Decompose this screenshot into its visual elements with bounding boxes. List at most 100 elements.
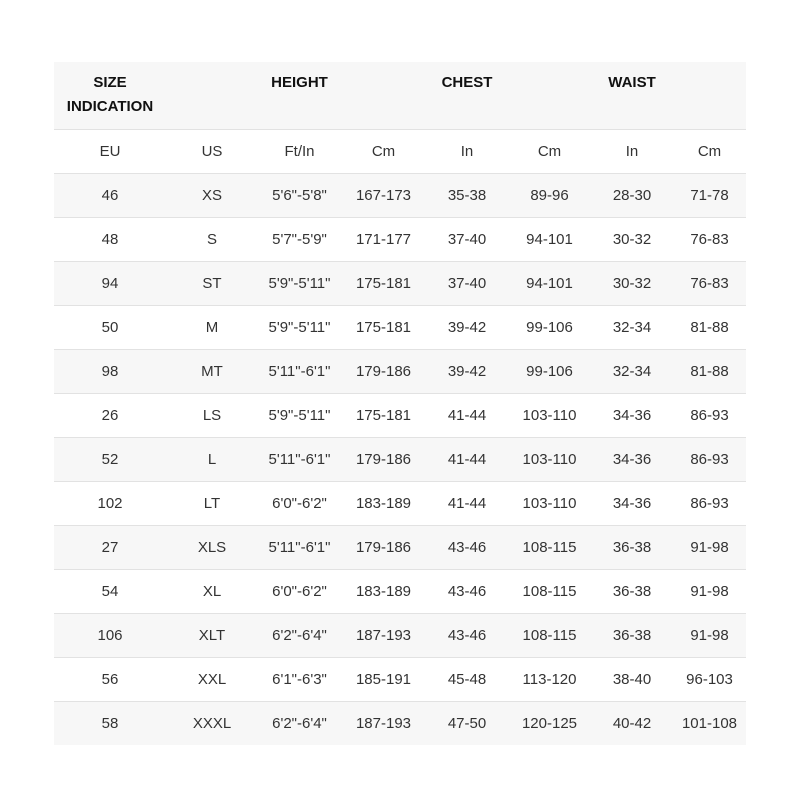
cell-us: XS [201,187,222,204]
cell-us: MT [201,363,223,380]
cell-chest-cm: 113-120 [522,671,577,688]
table-row: 106 XLT 6'2"-6'4" 187-193 43-46 108-115 36-38 9… [54,614,746,658]
cell-chest-in: 41-44 [447,495,487,512]
cell-height-cm: 187-193 [355,627,412,644]
cell-chest-cm: 89-96 [530,187,569,204]
cell-chest-in: 37-40 [447,275,487,292]
cell-chest-in: 39-42 [447,363,487,380]
cell-chest-cm: 99-106 [526,319,573,336]
cell-chest-cm: 94-101 [526,231,573,248]
table-row: 56 XXL 6'1"-6'3" 185-191 45-48 113-120 38-40 96… [54,658,746,702]
cell-height-cm: 171-177 [355,231,412,248]
cell-us: ST [202,275,222,292]
cell-height-ftin: 5'11"-6'1" [268,363,331,380]
cell-chest-cm: 108-115 [522,539,577,556]
cell-chest-in: 47-50 [447,715,487,732]
cell-waist-cm: 76-83 [690,231,729,248]
cell-eu: 27 [101,539,119,556]
cell-waist-cm: 101-108 [681,715,738,732]
cell-chest-in: 43-46 [447,627,487,644]
header-height: HEIGHT [271,74,328,91]
size-chart-table: SIZE INDICATION HEIGHT CHEST WAIST EU US F… [54,62,746,745]
cell-us: XLT [198,627,226,644]
cell-height-ftin: 6'0"-6'2" [272,495,327,512]
cell-chest-in: 37-40 [447,231,487,248]
cell-waist-in: 36-38 [612,539,652,556]
cell-eu: 52 [101,451,119,468]
cell-eu: 56 [101,671,119,688]
table-row: 94 ST 5'9"-5'11" 175-181 37-40 94-101 30-32 76-… [54,262,746,306]
cell-waist-cm: 81-88 [690,363,729,380]
cell-height-cm: 185-191 [355,671,412,688]
cell-us: LT [203,495,221,512]
cell-waist-in: 28-30 [612,187,652,204]
cell-height-ftin: 5'9"-5'11" [268,275,331,292]
cell-height-cm: 179-186 [355,363,412,380]
cell-waist-cm: 91-98 [690,627,729,644]
cell-waist-cm: 96-103 [686,671,733,688]
cell-chest-cm: 94-101 [526,275,573,292]
table-row: 102 LT 6'0"-6'2" 183-189 41-44 103-110 34-36 86… [54,482,746,526]
table-row: 48 S 5'7"-5'9" 171-177 37-40 94-101 30-32 76-83 [54,218,746,262]
cell-height-cm: 187-193 [355,715,412,732]
cell-chest-in: 35-38 [447,187,487,204]
cell-height-cm: 183-189 [355,583,412,600]
cell-us: XXXL [192,715,232,732]
cell-waist-in: 34-36 [612,451,652,468]
cell-us: LS [202,407,222,424]
cell-eu: 58 [101,715,119,732]
cell-chest-in: 45-48 [447,671,487,688]
cell-height-ftin: 6'0"-6'2" [272,583,327,600]
unit-waist-cm: Cm [697,143,722,160]
cell-height-ftin: 6'2"-6'4" [272,627,327,644]
cell-eu: 26 [101,407,119,424]
cell-chest-cm: 99-106 [526,363,573,380]
cell-waist-in: 36-38 [612,583,652,600]
cell-us: S [206,231,217,248]
table-row: 54 XL 6'0"-6'2" 183-189 43-46 108-115 36-38 91-… [54,570,746,614]
cell-chest-cm: 103-110 [522,451,577,468]
cell-height-cm: 175-181 [355,319,412,336]
unit-us: US [201,143,223,160]
cell-waist-in: 32-34 [612,363,652,380]
unit-chest-in: In [460,143,474,160]
unit-waist-in: In [625,143,639,160]
cell-waist-cm: 76-83 [690,275,729,292]
cell-height-ftin: 5'9"-5'11" [268,407,331,424]
cell-us: XXL [197,671,227,688]
cell-height-ftin: 5'11"-6'1" [268,451,331,468]
cell-us: XLS [197,539,227,556]
cell-height-cm: 183-189 [355,495,412,512]
cell-chest-in: 43-46 [447,583,487,600]
table-body: 46 XS 5'6"-5'8" 167-173 35-38 89-96 28-30 71-78… [54,174,746,745]
header-waist: WAIST [608,74,656,91]
cell-waist-in: 30-32 [612,275,652,292]
cell-chest-cm: 103-110 [522,407,577,424]
cell-waist-cm: 91-98 [690,539,729,556]
cell-height-ftin: 6'1"-6'3" [272,671,327,688]
cell-waist-in: 34-36 [612,407,652,424]
cell-waist-cm: 71-78 [690,187,729,204]
cell-chest-in: 43-46 [447,539,487,556]
table-row: 26 LS 5'9"-5'11" 175-181 41-44 103-110 34-36 86… [54,394,746,438]
cell-height-ftin: 5'9"-5'11" [268,319,331,336]
cell-waist-in: 40-42 [612,715,652,732]
table-row: 50 M 5'9"-5'11" 175-181 39-42 99-106 32-34 81-8… [54,306,746,350]
unit-height-ftin: Ft/In [284,143,315,160]
table-row: 52 L 5'11"-6'1" 179-186 41-44 103-110 34-36 86-… [54,438,746,482]
cell-chest-cm: 103-110 [522,495,577,512]
cell-us: L [207,451,217,468]
cell-waist-in: 38-40 [612,671,652,688]
header-chest: CHEST [441,74,493,91]
cell-eu: 94 [101,275,119,292]
cell-height-cm: 179-186 [355,451,412,468]
unit-height-cm: Cm [371,143,396,160]
header-size-indication: SIZE INDICATION [66,74,154,115]
table-row: 27 XLS 5'11"-6'1" 179-186 43-46 108-115 36-38 9… [54,526,746,570]
table-header-row: SIZE INDICATION HEIGHT CHEST WAIST [54,62,746,130]
cell-height-ftin: 6'2"-6'4" [272,715,327,732]
cell-height-cm: 175-181 [355,275,412,292]
cell-eu: 48 [101,231,119,248]
cell-height-ftin: 5'6"-5'8" [272,187,327,204]
unit-eu: EU [99,143,121,160]
